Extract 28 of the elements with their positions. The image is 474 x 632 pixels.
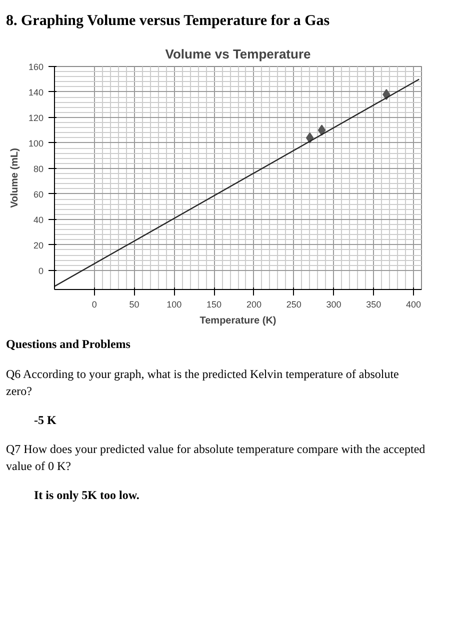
text: -5 K xyxy=(34,412,56,429)
y-tick-label: 120 xyxy=(28,113,44,124)
text: Q6 According to your graph, what is the predicted Kelvin temperature of absolute zero? xyxy=(6,366,400,400)
text: Q7 How does your predicted value for absolute temperature compare with the accepted value of 0 K? xyxy=(6,440,426,476)
y-tick-label: 80 xyxy=(33,164,44,174)
point xyxy=(318,125,326,136)
x-axis-title: Temperature (K) xyxy=(200,316,276,327)
text: It is only 5K too low. xyxy=(34,487,140,504)
x-tick-label: 200 xyxy=(246,300,262,310)
y-tick-label: 140 xyxy=(28,88,44,98)
y-tick-label: 40 xyxy=(33,215,44,226)
y-axis-title: Volume (mL) xyxy=(9,148,20,208)
y-tick-label: 20 xyxy=(33,240,44,251)
y-tick-label: 60 xyxy=(33,190,44,200)
y-tick-label: 0 xyxy=(38,266,44,276)
x-tick-label: 100 xyxy=(166,300,182,310)
x-tick-label: 250 xyxy=(286,300,302,310)
chart-title: Volume vs Temperature xyxy=(165,46,311,62)
x-tick-label: 50 xyxy=(129,300,140,310)
x-tick-label: 150 xyxy=(206,300,222,310)
text: 8. Graphing Volume versus Temperature for a Gas xyxy=(6,12,330,31)
y-tick-label: 100 xyxy=(28,138,44,149)
x-tick-label: 350 xyxy=(366,300,382,310)
x-tick-label: 300 xyxy=(326,300,342,310)
x-tick-label: 0 xyxy=(92,300,97,310)
text: Questions and Problems xyxy=(6,336,130,354)
x-tick-label: 400 xyxy=(406,300,422,310)
y-tick-label: 160 xyxy=(28,62,44,72)
